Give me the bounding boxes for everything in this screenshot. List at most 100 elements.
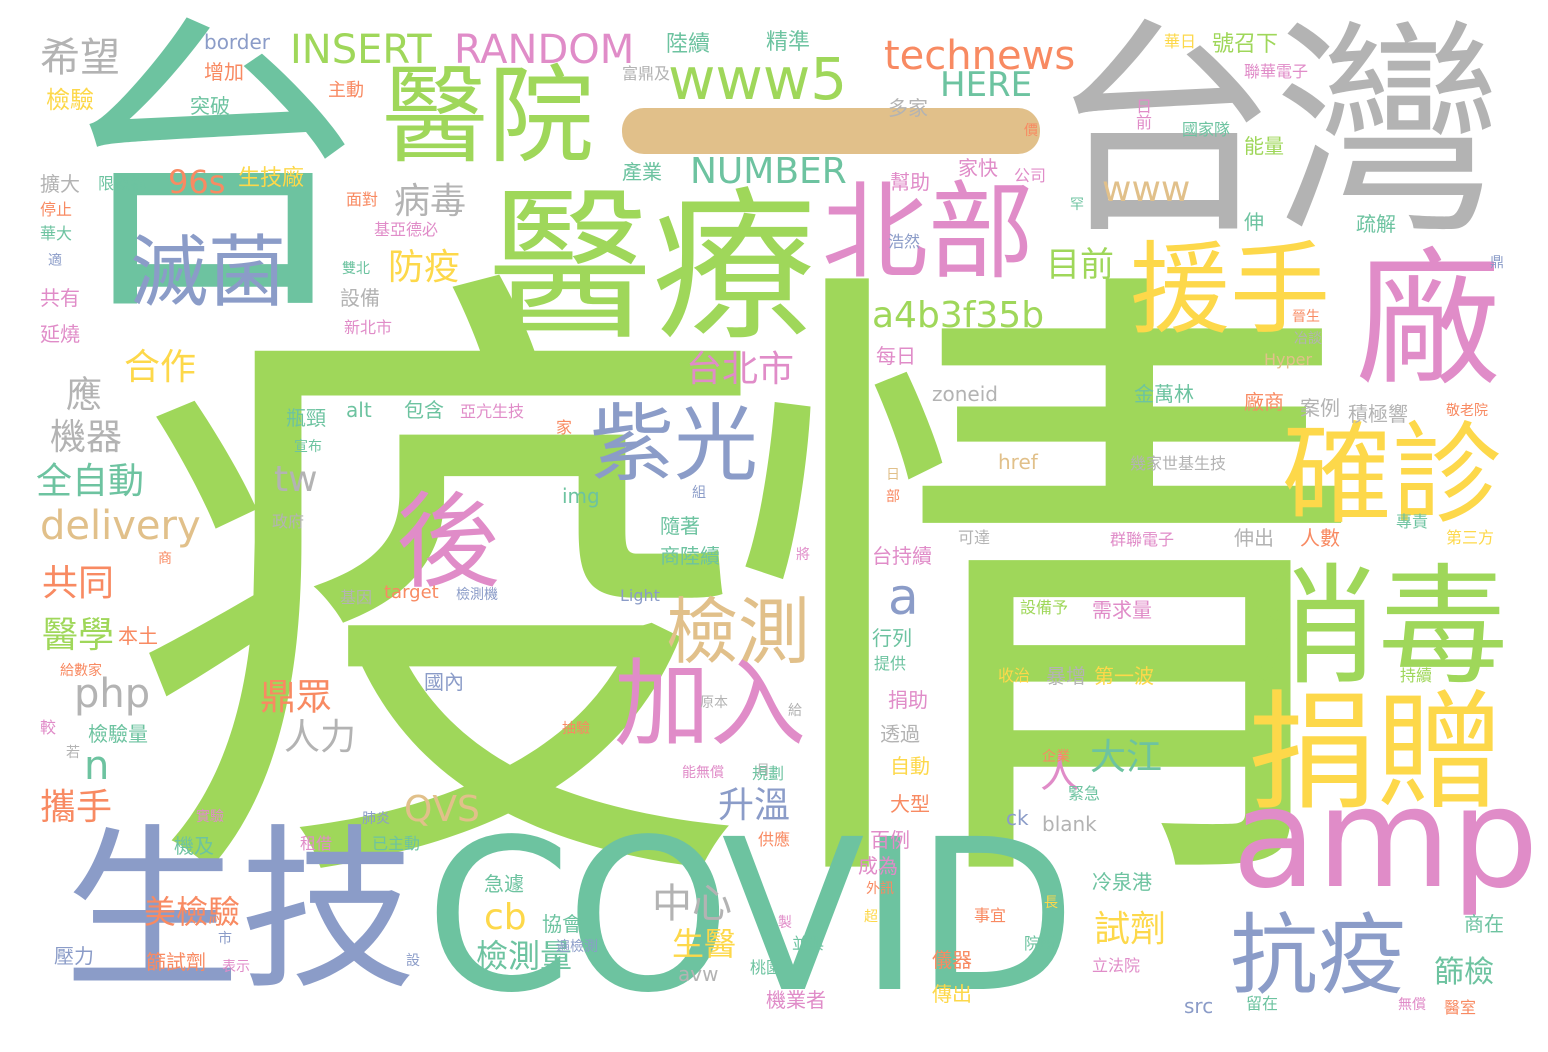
word-target: target bbox=[384, 582, 439, 603]
word-jianyan: 檢驗 bbox=[46, 86, 94, 114]
word-xinbeishi: 新北市 bbox=[344, 318, 393, 337]
word-disanfang: 第三方 bbox=[1446, 528, 1495, 547]
word-a: a bbox=[888, 568, 919, 626]
word-dajiang: 大江 bbox=[1090, 737, 1163, 778]
word-jiakuai: 家快 bbox=[958, 156, 998, 180]
word-duojia: 多家 bbox=[888, 96, 928, 120]
word-jinsheng: 晉生 bbox=[1292, 309, 1320, 325]
word-hyper: Hyper bbox=[1264, 350, 1313, 369]
word-shengji: 生技 bbox=[64, 809, 417, 1014]
word-n: n bbox=[84, 743, 110, 789]
word-zhi: 製 bbox=[778, 915, 792, 931]
word-qiatan: 冶談 bbox=[1294, 331, 1322, 347]
word-bingyu: 並與 bbox=[792, 934, 825, 953]
word-yixue: 醫學 bbox=[42, 615, 115, 656]
word-insert: INSERT bbox=[290, 27, 432, 73]
word-jijiashiji: 幾家世基生技 bbox=[1130, 454, 1227, 473]
word-technews: technews bbox=[884, 33, 1076, 79]
word-shi2: 適 bbox=[48, 253, 62, 269]
word-quanzidong: 全自動 bbox=[36, 461, 145, 502]
word-jia: 家 bbox=[556, 418, 573, 437]
word-ying: 應 bbox=[66, 375, 103, 416]
word-fangyi: 防疫 bbox=[388, 247, 461, 288]
word-yiqing: 疫情 bbox=[128, 222, 1368, 967]
word-riqian: 日前 bbox=[1133, 98, 1152, 130]
word-huari: 華日 bbox=[1164, 32, 1197, 51]
word-php: php bbox=[74, 671, 151, 717]
word-lianhuadianzi: 聯華電子 bbox=[1244, 62, 1309, 81]
word-renli: 人力 bbox=[284, 717, 357, 758]
word-96s: 96s bbox=[168, 163, 226, 201]
word-baohan: 包含 bbox=[404, 398, 444, 422]
word-bu: 部 bbox=[886, 489, 900, 505]
word-jiji: 機及 bbox=[174, 834, 214, 858]
word-chouyan: 抽驗 bbox=[562, 721, 590, 737]
word-wuchang: 無償 bbox=[1398, 997, 1426, 1013]
word-zhongxin: 中心 bbox=[652, 881, 732, 927]
word-xiehui: 協會 bbox=[542, 912, 582, 936]
word-quezhen: 確診 bbox=[1282, 411, 1502, 539]
word-chanye: 產業 bbox=[622, 160, 662, 184]
word-yuanben: 原本 bbox=[700, 695, 728, 711]
word-lengquangang: 冷泉港 bbox=[1092, 870, 1152, 894]
word-ck: ck bbox=[1006, 806, 1029, 830]
word-jiance: 檢測 bbox=[666, 590, 811, 674]
word-jiancelang: 檢測量 bbox=[476, 937, 573, 975]
word-pingjing: 瓶頸 bbox=[286, 406, 326, 430]
word-jia2: 價 bbox=[1024, 123, 1038, 139]
word-shangluxu: 商陸續 bbox=[660, 544, 720, 568]
word-geishujia: 給數家 bbox=[60, 663, 102, 679]
word-juanzeng: 捐贈 bbox=[1248, 679, 1505, 828]
word-amp: amp bbox=[1232, 758, 1539, 919]
word-yanshao: 延燒 bbox=[40, 322, 80, 346]
word-shiji: 試劑 bbox=[1094, 909, 1167, 950]
word-guonei: 國內 bbox=[424, 670, 464, 694]
word-yakangshengji: 亞亢生技 bbox=[460, 402, 525, 421]
word-jinwanlin: 金萬林 bbox=[1134, 382, 1194, 406]
word-blank: blank bbox=[1042, 812, 1097, 836]
word-zhuanze: 專責 bbox=[1396, 512, 1429, 531]
word-yiyuan: 醫院 bbox=[382, 55, 594, 178]
word-shiyi: 事宜 bbox=[974, 906, 1007, 925]
word-yiqi: 儀器 bbox=[932, 948, 972, 972]
word-waixun: 外訊 bbox=[866, 881, 894, 897]
word-jiyadebi: 基亞德必 bbox=[374, 220, 439, 239]
word-shaishiji: 篩試劑 bbox=[146, 950, 206, 974]
word-baili: 百例 bbox=[870, 828, 910, 852]
word-ziguang: 紫光 bbox=[590, 395, 759, 493]
word-shujie: 疏解 bbox=[1356, 212, 1396, 236]
word-img: img bbox=[562, 484, 600, 508]
word-www5: www5 bbox=[668, 45, 848, 113]
word-zhengfu: 政府 bbox=[272, 512, 305, 531]
word-a4b3f35b: a4b3f35b bbox=[872, 295, 1045, 336]
word-changshang: 廠商 bbox=[1244, 390, 1284, 414]
word-zujie: 租借 bbox=[300, 834, 333, 853]
word-suizhe: 隨著 bbox=[660, 514, 700, 538]
word-bangzhu: 幫助 bbox=[890, 170, 930, 194]
word-jiyin: 基因 bbox=[340, 588, 373, 607]
word-yizhudong: 已主動 bbox=[372, 834, 421, 853]
word-meiri: 每日 bbox=[876, 344, 916, 368]
word-baozeng: 暴增 bbox=[1046, 664, 1086, 688]
word-alt: alt bbox=[346, 398, 372, 422]
word-delivery: delivery bbox=[40, 503, 201, 549]
word-qunlian: 群聯電子 bbox=[1110, 530, 1175, 549]
word-gei: 給 bbox=[788, 703, 802, 719]
word-yiliao: 醫療 bbox=[488, 172, 817, 363]
word-covid: COVID bbox=[425, 794, 1077, 1039]
word-avw: avw bbox=[678, 962, 719, 986]
word-feiyan: 肺炎 bbox=[362, 811, 390, 827]
word-liuzai: 留在 bbox=[1246, 994, 1279, 1013]
word-huada: 華大 bbox=[40, 224, 73, 243]
word-jianceji: 檢測機 bbox=[456, 587, 498, 603]
word-taibeishi: 台北市 bbox=[686, 349, 795, 390]
word-number: NUMBER bbox=[690, 151, 847, 192]
word-touguo: 透過 bbox=[880, 722, 920, 746]
word-shebeiyu: 設備予 bbox=[1020, 598, 1069, 617]
word-jinglaoyuan: 敬老院 bbox=[1446, 403, 1488, 419]
word-cb: cb bbox=[484, 897, 527, 938]
word-daxing: 大型 bbox=[890, 792, 930, 816]
word-shouzhi: 收治 bbox=[998, 666, 1031, 685]
word-han: 罕 bbox=[1070, 197, 1084, 213]
word-diyibo: 第一波 bbox=[1094, 664, 1154, 688]
